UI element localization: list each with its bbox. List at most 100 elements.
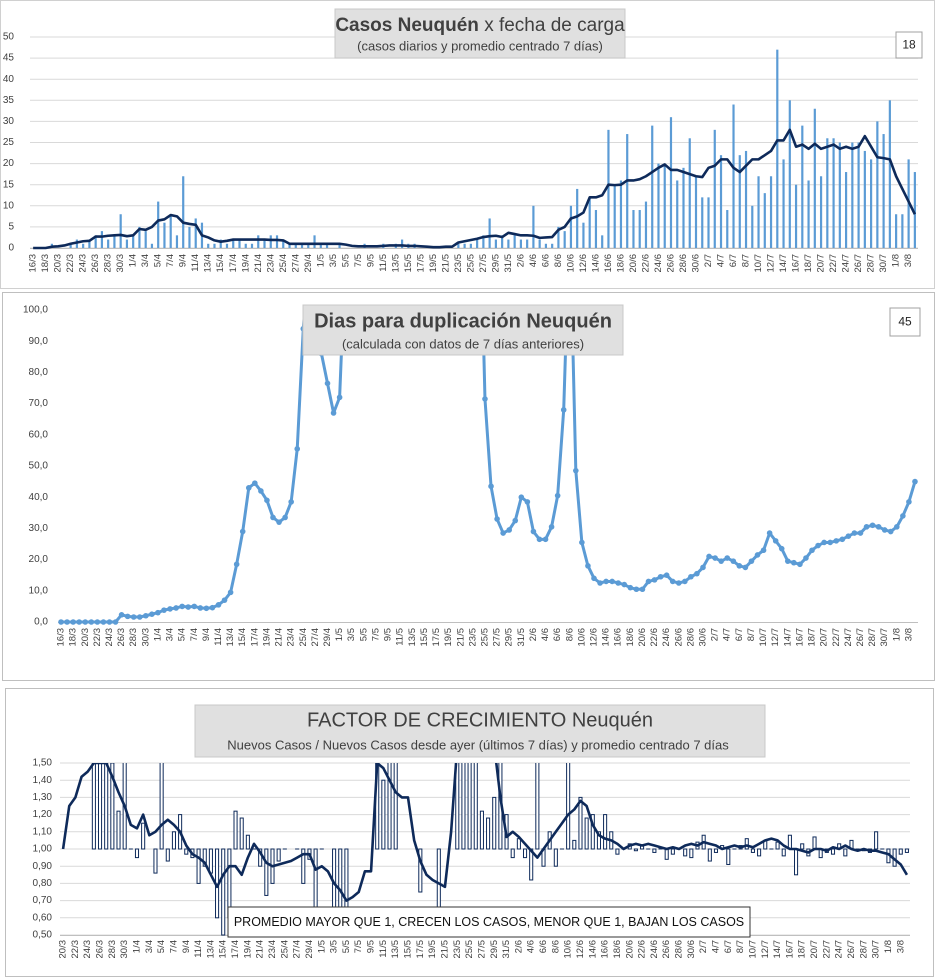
- marker: [173, 605, 179, 611]
- x-tick-label: 1/5: [315, 254, 326, 267]
- x-tick-label: 2/6: [515, 254, 526, 267]
- bar: [638, 210, 641, 248]
- x-tick-label: 12/6: [575, 940, 586, 959]
- x-tick-label: 5/4: [156, 940, 167, 953]
- marker: [70, 619, 76, 625]
- y-tick-label: 1,40: [33, 775, 53, 786]
- marker: [209, 604, 216, 611]
- title-box: [194, 704, 766, 758]
- bar: [532, 205, 535, 248]
- x-tick-label: 29/4: [303, 254, 314, 273]
- x-tick-label: 30/7: [871, 940, 882, 959]
- marker: [76, 619, 82, 625]
- x-tick-label: 19/4: [261, 628, 272, 647]
- x-tick-label: 9/4: [201, 628, 212, 641]
- chart-subtitle: (calculada con datos de 7 días anteriore…: [342, 336, 584, 351]
- marker: [724, 555, 731, 561]
- bar: [726, 210, 729, 248]
- marker: [906, 499, 912, 505]
- bar: [683, 848, 688, 857]
- bar: [182, 176, 185, 248]
- line: [33, 128, 917, 250]
- x-tick-label: 26/3: [90, 254, 101, 273]
- x-tick-label: 13/4: [205, 940, 216, 959]
- bar: [669, 117, 673, 249]
- bar: [134, 848, 140, 859]
- x-tick-label: 20/6: [624, 940, 635, 959]
- x-tick-label: 3/8: [895, 940, 906, 953]
- bar: [588, 197, 591, 248]
- x-tick-label: 2/7: [703, 254, 714, 267]
- x-tick-label: 23/4: [267, 940, 278, 959]
- bar: [670, 848, 675, 855]
- bar: [707, 848, 712, 862]
- x-tick-label: 8/7: [735, 940, 746, 953]
- x-tick-label: 22/3: [92, 628, 103, 647]
- x-tick-label: 22/7: [821, 940, 832, 959]
- x-tick-label: 22/6: [637, 940, 648, 959]
- bar: [269, 235, 272, 248]
- x-tick-label: 13/4: [225, 628, 236, 647]
- plot-area: [32, 49, 917, 250]
- x-tick-label: 21/5: [455, 628, 466, 647]
- y-tick-label: 60,0: [29, 429, 49, 440]
- x-tick-label: 16/7: [784, 940, 795, 959]
- marker: [58, 619, 64, 625]
- x-tick-label: 6/7: [723, 940, 734, 953]
- marker: [712, 555, 718, 561]
- marker: [161, 607, 167, 613]
- marker: [845, 533, 852, 539]
- bar: [313, 235, 316, 248]
- marker: [645, 578, 652, 585]
- x-tick-label: 22/3: [70, 940, 81, 959]
- marker: [627, 584, 634, 591]
- bar: [338, 243, 341, 248]
- marker: [857, 530, 864, 536]
- marker: [694, 570, 700, 577]
- x-tick-label: 16/3: [56, 628, 67, 647]
- x-tick-label: 1/5: [334, 628, 345, 641]
- x-tick-label: 2/6: [513, 940, 524, 953]
- marker: [809, 547, 815, 554]
- bar: [676, 180, 679, 248]
- bar: [832, 138, 835, 248]
- x-tick-label: 17/5: [415, 254, 426, 273]
- x-tick-label: 25/5: [465, 254, 476, 273]
- marker: [821, 539, 827, 546]
- x-tick-label: 31/5: [501, 940, 512, 959]
- bar: [719, 155, 723, 248]
- marker: [675, 580, 682, 586]
- bar: [207, 243, 210, 248]
- marker: [827, 539, 833, 546]
- x-tick-label: 10/6: [576, 628, 587, 647]
- marker: [258, 488, 264, 494]
- x-tick-label: 16/6: [603, 254, 614, 273]
- marker: [494, 516, 500, 522]
- bar: [689, 848, 694, 859]
- bar: [557, 226, 560, 248]
- x-tick-label: 14/6: [590, 254, 601, 273]
- x-tick-label: 27/5: [476, 940, 487, 959]
- x-tick-label: 18/6: [625, 628, 636, 647]
- x-tick-label: 20/6: [637, 628, 648, 647]
- bar: [463, 243, 466, 248]
- x-tick-label: 12/7: [760, 940, 771, 959]
- x-tick-label: 12/6: [589, 628, 600, 647]
- x-tick-label: 10/6: [565, 254, 576, 273]
- x-tick-label: 20/7: [809, 940, 820, 959]
- x-tick-label: 9/5: [383, 628, 394, 641]
- bar: [615, 848, 620, 855]
- x-tick-label: 21/5: [440, 254, 451, 273]
- x-tick-label: 29/5: [490, 254, 501, 273]
- x-tick-label: 21/5: [439, 940, 450, 959]
- marker: [518, 494, 525, 501]
- marker: [851, 530, 858, 536]
- x-tick-label: 29/4: [304, 940, 315, 959]
- bar: [202, 848, 207, 867]
- bar: [467, 763, 472, 850]
- x-tick-label: 22/7: [831, 628, 842, 647]
- bar: [258, 848, 263, 867]
- x-tick-label: 15/4: [215, 254, 226, 273]
- bar: [563, 231, 566, 248]
- x-tick-label: 19/5: [427, 940, 438, 959]
